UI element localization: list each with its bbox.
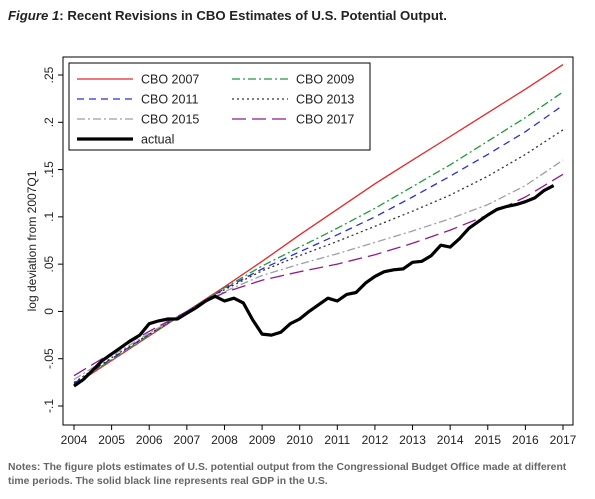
x-tick-label: 2008: [211, 433, 238, 447]
x-axis: 2004 2005 2006 2007 2008 2009 2010 2011 2012 2013…: [61, 425, 577, 447]
legend-label-cbo-2015: CBO 2015: [141, 113, 199, 127]
legend-label-cbo-2017: CBO 2017: [296, 113, 354, 127]
x-tick-label: 2013: [399, 433, 426, 447]
y-tick-label: .2: [42, 117, 56, 127]
y-tick-label: -.05: [42, 348, 56, 369]
x-tick-label: 2009: [249, 433, 276, 447]
x-tick-label: 2007: [173, 433, 200, 447]
legend-label-cbo-2007: CBO 2007: [141, 73, 199, 87]
series-line-cbo-2013: [74, 130, 563, 383]
y-tick-label: .1: [42, 212, 56, 222]
y-tick-label: .15: [42, 161, 56, 178]
legend-label-cbo-2011: CBO 2011: [141, 93, 198, 107]
x-tick-label: 2014: [437, 433, 464, 447]
x-tick-label: 2015: [474, 433, 501, 447]
y-axis-title: log deviation from 2007Q1: [25, 170, 39, 311]
x-tick-label: 2004: [61, 433, 88, 447]
figure-notes: Notes: The figure plots estimates of U.S…: [8, 461, 588, 489]
legend-label-actual: actual: [141, 133, 174, 147]
y-tick-label: .25: [42, 66, 56, 83]
series-line-cbo-2017: [74, 174, 563, 375]
legend-label-cbo-2009: CBO 2009: [296, 73, 354, 87]
x-tick-label: 2005: [98, 433, 125, 447]
x-tick-label: 2006: [136, 433, 163, 447]
y-tick-label: -.1: [42, 399, 56, 413]
x-tick-label: 2010: [286, 433, 313, 447]
x-tick-label: 2011: [324, 433, 350, 447]
x-tick-label: 2012: [362, 433, 389, 447]
legend: CBO 2007 CBO 2009 CBO 2011 CBO 2013 CBO 2015…: [69, 63, 370, 150]
y-axis: -.1 -.05 0 .05 .1 .15 .2 .25: [42, 66, 63, 413]
x-tick-label: 2017: [550, 433, 577, 447]
legend-label-cbo-2013: CBO 2013: [296, 93, 354, 107]
y-tick-label: .05: [42, 255, 56, 272]
series-line-actual: [74, 186, 554, 387]
x-tick-label: 2016: [512, 433, 539, 447]
series-line-cbo-2015: [74, 160, 563, 379]
y-tick-label: 0: [42, 308, 56, 315]
